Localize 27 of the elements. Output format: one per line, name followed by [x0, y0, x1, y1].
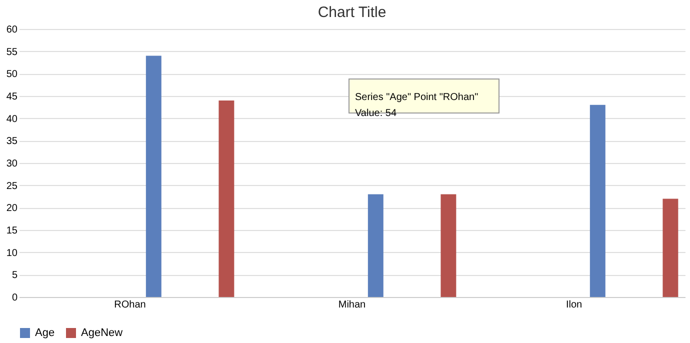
y-tick-label: 40 [6, 114, 18, 125]
y-tick-label: 35 [6, 136, 18, 148]
y-tick-label: 50 [6, 69, 18, 80]
x-tick-label: Mihan [338, 300, 366, 310]
y-tick-label: 20 [6, 203, 18, 214]
y-tick-label: 5 [12, 270, 18, 282]
bar [662, 198, 678, 297]
y-tick-label: 10 [6, 248, 18, 259]
y-tick-label: 30 [6, 158, 18, 170]
bar [218, 100, 234, 297]
y-tick-label: 55 [6, 46, 18, 58]
bar [440, 194, 456, 297]
legend-label: Age [35, 327, 55, 339]
y-tick-label: 60 [6, 24, 18, 36]
bar [590, 104, 606, 297]
bar [368, 194, 384, 297]
y-tick-label: 25 [6, 180, 18, 192]
bar [146, 56, 162, 297]
y-tick-label: 15 [6, 226, 18, 236]
annotation: Value: 54 [355, 108, 397, 119]
legend-label: AgeNew [81, 327, 123, 339]
y-tick-label: 0 [12, 292, 18, 304]
y-tick-label: 45 [6, 92, 18, 102]
x-tick-label: ROhan [114, 300, 146, 310]
x-tick-label: Ilon [566, 300, 582, 310]
chart-title: Chart Title [318, 4, 386, 21]
annotation: Series "Age" Point "ROhan" [355, 92, 479, 103]
